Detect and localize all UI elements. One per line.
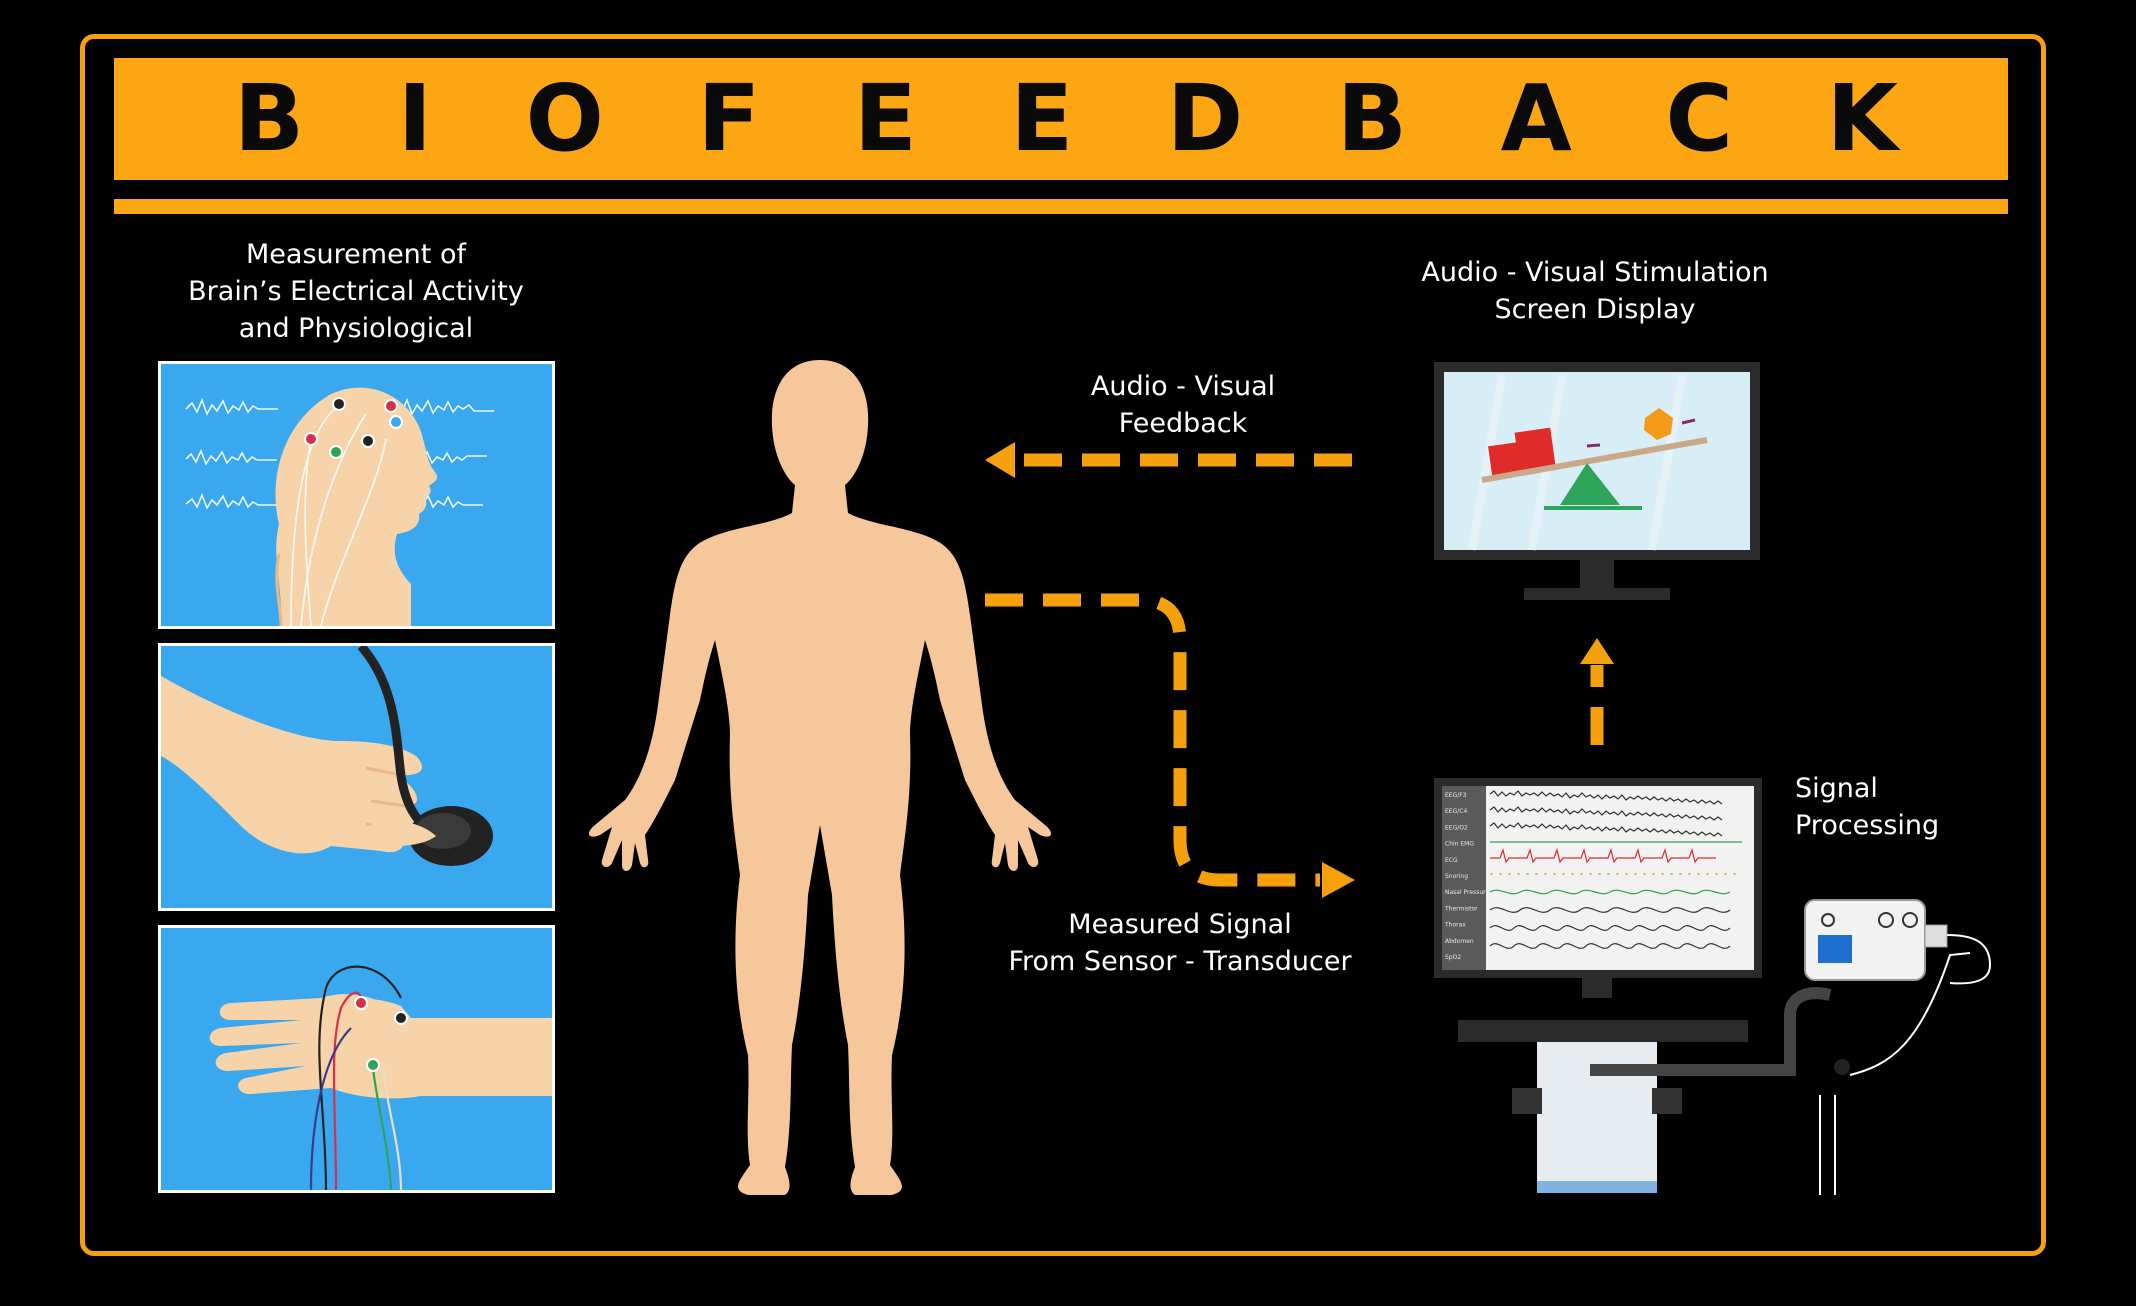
monitor-channel-label: EEG/O2 bbox=[1445, 824, 1468, 831]
measured-signal-label: Measured Signal From Sensor - Transducer bbox=[1008, 909, 1352, 977]
finger-sensor-illustration bbox=[161, 646, 493, 866]
title-letter: O bbox=[525, 65, 604, 172]
monitor-channel-label: SpO2 bbox=[1445, 954, 1461, 961]
eeg-head-illustration bbox=[185, 387, 494, 626]
hand-electrodes-panel bbox=[158, 925, 555, 1193]
finger-sensor-panel bbox=[158, 643, 555, 911]
eeg-monitor-workstation: EEG/F3 EEG/C4 EEG/O2 Chin EMG ECG Snoring Nasa… bbox=[1434, 778, 1762, 1193]
monitor-channel-label: Abdomen bbox=[1445, 938, 1474, 945]
title-letter: B bbox=[1336, 65, 1408, 172]
signal-arrow-line bbox=[985, 593, 1320, 887]
stimulation-label: Audio - Visual Stimulation Screen Displa… bbox=[1421, 257, 1769, 325]
monitor-channel-label: Nasal Pressure bbox=[1445, 889, 1489, 896]
monitor-channel-label: Chin EMG bbox=[1445, 841, 1474, 848]
title-letter: B bbox=[234, 65, 305, 172]
signal-processing-label: Signal Processing bbox=[1795, 773, 1940, 841]
monitor-channel-label: Snoring bbox=[1445, 873, 1468, 880]
monitor-channel-label: Thermistor bbox=[1444, 905, 1478, 912]
title-letter: C bbox=[1665, 65, 1734, 172]
diagram-frame bbox=[80, 34, 2046, 1256]
title-letter: E bbox=[1010, 65, 1074, 172]
eeg-head-panel bbox=[158, 361, 555, 629]
feedback-label: Audio - Visual Feedback bbox=[1090, 371, 1276, 439]
title-letter: A bbox=[1500, 65, 1572, 172]
human-body-figure bbox=[588, 360, 1052, 1195]
title-letter: I bbox=[397, 65, 432, 172]
title-letter: D bbox=[1166, 65, 1244, 172]
amplifier-device bbox=[1590, 899, 1992, 1195]
title-letter: F bbox=[697, 65, 761, 172]
measurement-label: Measurement of Brain’s Electrical Activi… bbox=[188, 239, 524, 344]
monitor-channel-label: ECG bbox=[1445, 857, 1458, 864]
seesaw-monitor bbox=[1434, 362, 1760, 600]
monitor-channel-label: Thorax bbox=[1444, 922, 1466, 929]
upward-arrowhead bbox=[1580, 638, 1614, 664]
title-letter: K bbox=[1826, 65, 1898, 172]
title-underline bbox=[114, 199, 2008, 214]
monitor-channel-label: EEG/F3 bbox=[1445, 792, 1467, 799]
title-letter: E bbox=[853, 65, 917, 172]
hand-electrodes-illustration bbox=[209, 965, 552, 1190]
feedback-arrowhead bbox=[985, 442, 1015, 478]
monitor-channel-label: EEG/C4 bbox=[1445, 808, 1467, 815]
signal-arrowhead bbox=[1322, 862, 1355, 898]
